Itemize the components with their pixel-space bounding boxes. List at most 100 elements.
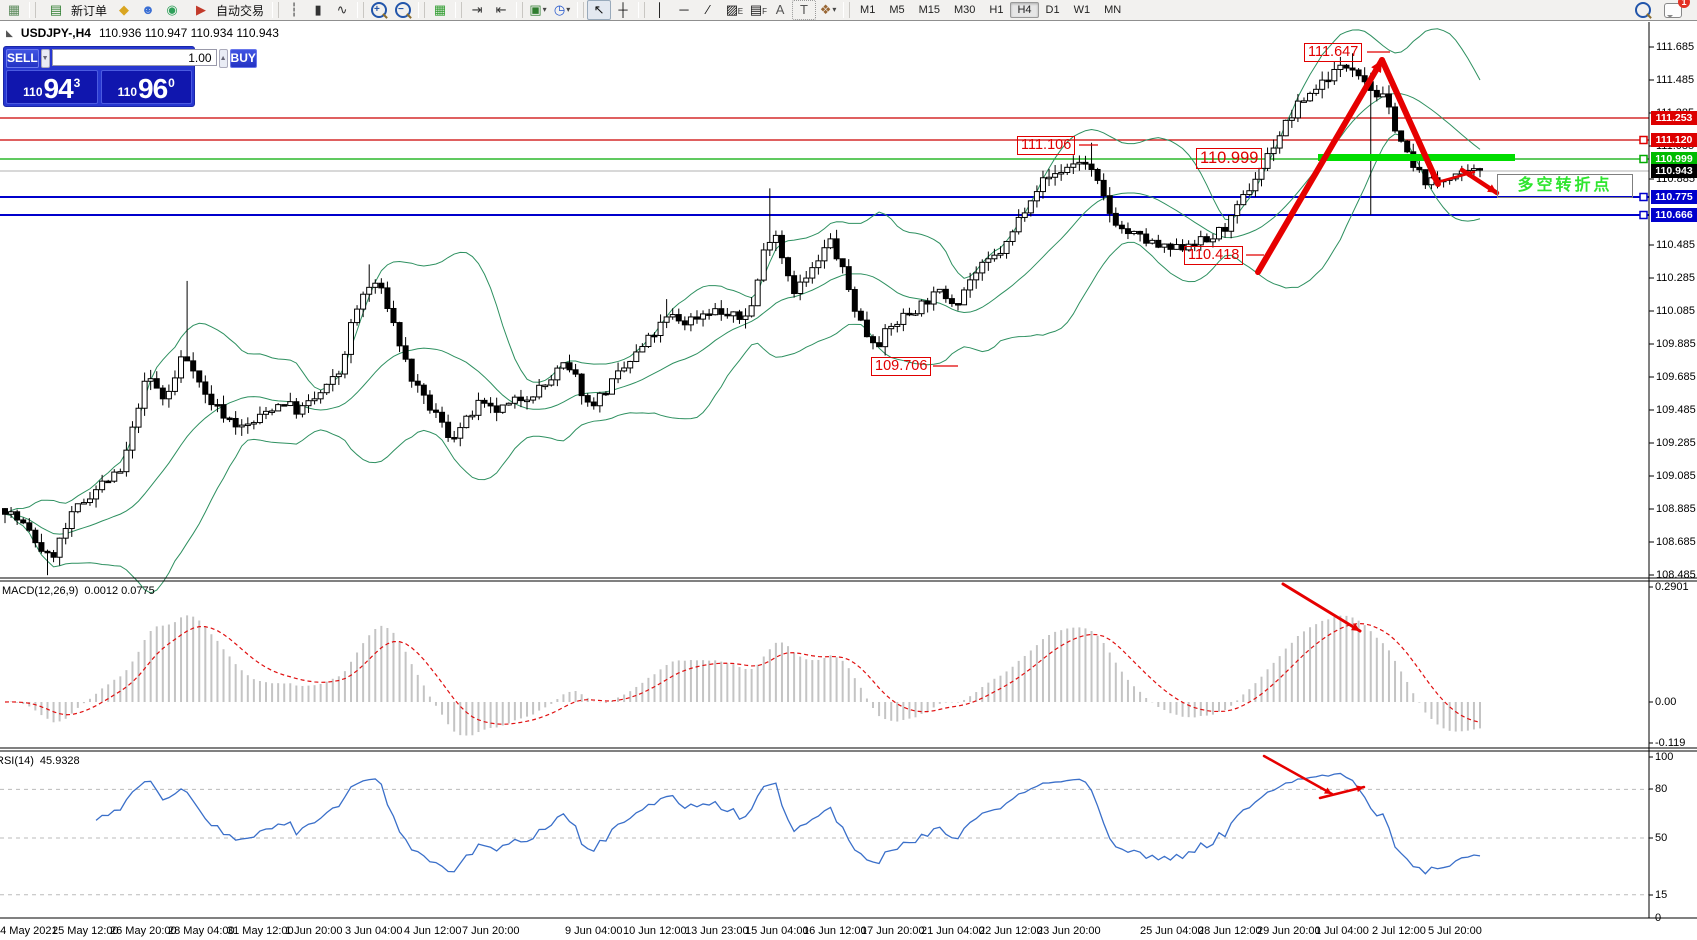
timeframe-m5[interactable]: M5 bbox=[889, 4, 905, 16]
chart-ohlc-values: 110.936 110.947 110.934 110.943 bbox=[98, 26, 279, 40]
candle bbox=[876, 336, 883, 348]
candle bbox=[1009, 229, 1016, 246]
vertical-line-icon[interactable]: │ bbox=[655, 2, 665, 17]
level-anchor-square[interactable] bbox=[1639, 210, 1648, 220]
candle bbox=[8, 507, 15, 518]
auto-scroll-icon[interactable]: ⇥ bbox=[471, 2, 483, 17]
tile-windows-icon[interactable]: ▦ bbox=[433, 2, 447, 17]
line-chart-icon[interactable]: ∿ bbox=[336, 2, 348, 17]
candle bbox=[384, 281, 391, 313]
candle bbox=[408, 358, 415, 388]
candle bbox=[936, 288, 943, 294]
sell-button[interactable]: SELL bbox=[6, 49, 39, 68]
timeframe-m15[interactable]: M15 bbox=[918, 4, 940, 16]
candle bbox=[1155, 234, 1162, 249]
chart-window-icon[interactable]: ▦ bbox=[7, 2, 21, 17]
trend-arrow[interactable] bbox=[1459, 167, 1500, 196]
trend-arrow[interactable] bbox=[1379, 57, 1441, 187]
timeframe-w1[interactable]: W1 bbox=[1073, 4, 1091, 16]
timeframe-h4[interactable]: H4 bbox=[1010, 2, 1039, 18]
timeframe-d1[interactable]: D1 bbox=[1045, 4, 1060, 16]
time-axis-label: 21 Jun 04:00 bbox=[921, 925, 985, 937]
candle bbox=[1246, 183, 1253, 196]
zoom-out-icon[interactable]: − bbox=[391, 0, 415, 20]
price-annotation[interactable]: 110.418 bbox=[1184, 246, 1244, 265]
cursor-icon[interactable]: ↖ bbox=[587, 0, 612, 20]
arrow-tools-icon[interactable]: ❖ ▾ bbox=[819, 2, 837, 17]
rsi-label: RSI(14) 45.9328 bbox=[0, 755, 80, 767]
new-order-button[interactable]: ▤ 新订单 bbox=[39, 1, 112, 19]
support-band[interactable] bbox=[1318, 154, 1515, 161]
autotrading-button-icon: ▶ bbox=[196, 2, 207, 17]
trendline-icon[interactable]: ∕ bbox=[706, 2, 710, 17]
candle bbox=[590, 397, 597, 410]
bar-chart-icon[interactable]: ┆ bbox=[290, 2, 298, 17]
market-icon[interactable]: ◆ bbox=[119, 2, 130, 17]
candle bbox=[1416, 158, 1423, 173]
toolbar-separator bbox=[516, 2, 524, 18]
price-annotation[interactable]: 111.647 bbox=[1304, 43, 1363, 62]
notifications-icon[interactable]: 1 bbox=[1661, 0, 1690, 20]
candle bbox=[1088, 142, 1095, 177]
new-chart-icon[interactable]: ▣ ▾ bbox=[529, 2, 547, 17]
price-tick-label: 109.085 bbox=[1656, 470, 1696, 482]
zoom-in-icon[interactable]: + bbox=[367, 0, 391, 20]
price-annotation[interactable]: 109.706 bbox=[871, 357, 932, 376]
fibonacci-icon[interactable]: ▤ F bbox=[749, 2, 768, 17]
candle bbox=[250, 420, 257, 430]
period-clock-icon[interactable]: ◷ ▾ bbox=[553, 2, 571, 17]
candle bbox=[706, 308, 713, 320]
candle bbox=[772, 230, 779, 251]
timeframe-mn[interactable]: MN bbox=[1104, 4, 1122, 16]
time-axis-label: 1 Jun 20:00 bbox=[285, 925, 343, 937]
sell-price-display[interactable]: 110 94 3 bbox=[6, 70, 98, 104]
candle bbox=[487, 397, 494, 414]
turning-point-note[interactable]: 多空转折点 bbox=[1497, 174, 1633, 198]
level-anchor-square[interactable] bbox=[1639, 192, 1648, 202]
candlestick-icon[interactable]: ▮ bbox=[314, 2, 322, 17]
buy-price-display[interactable]: 110 96 0 bbox=[100, 70, 192, 104]
trend-arrow[interactable] bbox=[1318, 785, 1366, 800]
community-icon[interactable]: ☻ bbox=[141, 2, 155, 17]
time-axis-label: 25 Jun 04:00 bbox=[1140, 925, 1204, 937]
buy-button[interactable]: BUY bbox=[229, 49, 257, 68]
candle bbox=[1209, 233, 1216, 248]
text-label-icon[interactable]: T bbox=[792, 0, 817, 20]
candle bbox=[1197, 230, 1204, 251]
price-annotation[interactable]: 110.999 bbox=[1196, 148, 1263, 169]
autotrading-button[interactable]: ▶ 自动交易 bbox=[184, 1, 269, 19]
timeframe-m30[interactable]: M30 bbox=[954, 4, 976, 16]
candle bbox=[954, 303, 961, 311]
candle bbox=[299, 402, 306, 418]
candle bbox=[1392, 102, 1399, 133]
price-tick-label: 111.685 bbox=[1656, 41, 1695, 53]
price-tag: 110.943 bbox=[1651, 164, 1697, 178]
search-icon[interactable] bbox=[1631, 0, 1655, 20]
time-axis-label: 28 Jun 12:00 bbox=[1198, 925, 1262, 937]
price-tick-label: 109.885 bbox=[1656, 338, 1696, 350]
signals-icon[interactable]: ◉ bbox=[166, 2, 178, 17]
volume-decrease-button[interactable]: ▼ bbox=[40, 49, 50, 68]
price-annotation[interactable]: 111.106 bbox=[1017, 136, 1076, 155]
volume-input[interactable] bbox=[51, 49, 217, 66]
price-tick-label: 109.485 bbox=[1656, 404, 1696, 416]
timeframe-h1[interactable]: H1 bbox=[989, 4, 1004, 16]
rsi-scale-label: 100 bbox=[1655, 751, 1674, 763]
volume-increase-button[interactable]: ▲ bbox=[218, 49, 228, 68]
level-anchor-square[interactable] bbox=[1639, 135, 1648, 145]
text-icon[interactable]: A bbox=[775, 2, 785, 17]
chart-shift-icon[interactable]: ⇤ bbox=[495, 2, 507, 17]
chart-canvas[interactable]: ◣ USDJPY-,H4 110.936 110.947 110.934 110… bbox=[0, 22, 1697, 940]
candle bbox=[1015, 209, 1022, 235]
trend-arrow[interactable] bbox=[1281, 582, 1362, 633]
equidistant-channel-icon[interactable]: ▨ E bbox=[725, 2, 744, 17]
timeframe-toolbar: M1 M5 M15 M30 H1 H4 D1 W1 MN bbox=[853, 2, 1128, 18]
toolbar-separator bbox=[272, 2, 280, 18]
crosshair-icon[interactable]: ┼ bbox=[618, 2, 628, 17]
level-anchor-square[interactable] bbox=[1639, 154, 1648, 164]
horizontal-line-icon[interactable]: ─ bbox=[679, 2, 689, 17]
candle bbox=[918, 299, 925, 317]
trend-arrow[interactable] bbox=[1255, 57, 1385, 275]
trend-arrow[interactable] bbox=[1262, 754, 1334, 796]
timeframe-m1[interactable]: M1 bbox=[860, 4, 876, 16]
